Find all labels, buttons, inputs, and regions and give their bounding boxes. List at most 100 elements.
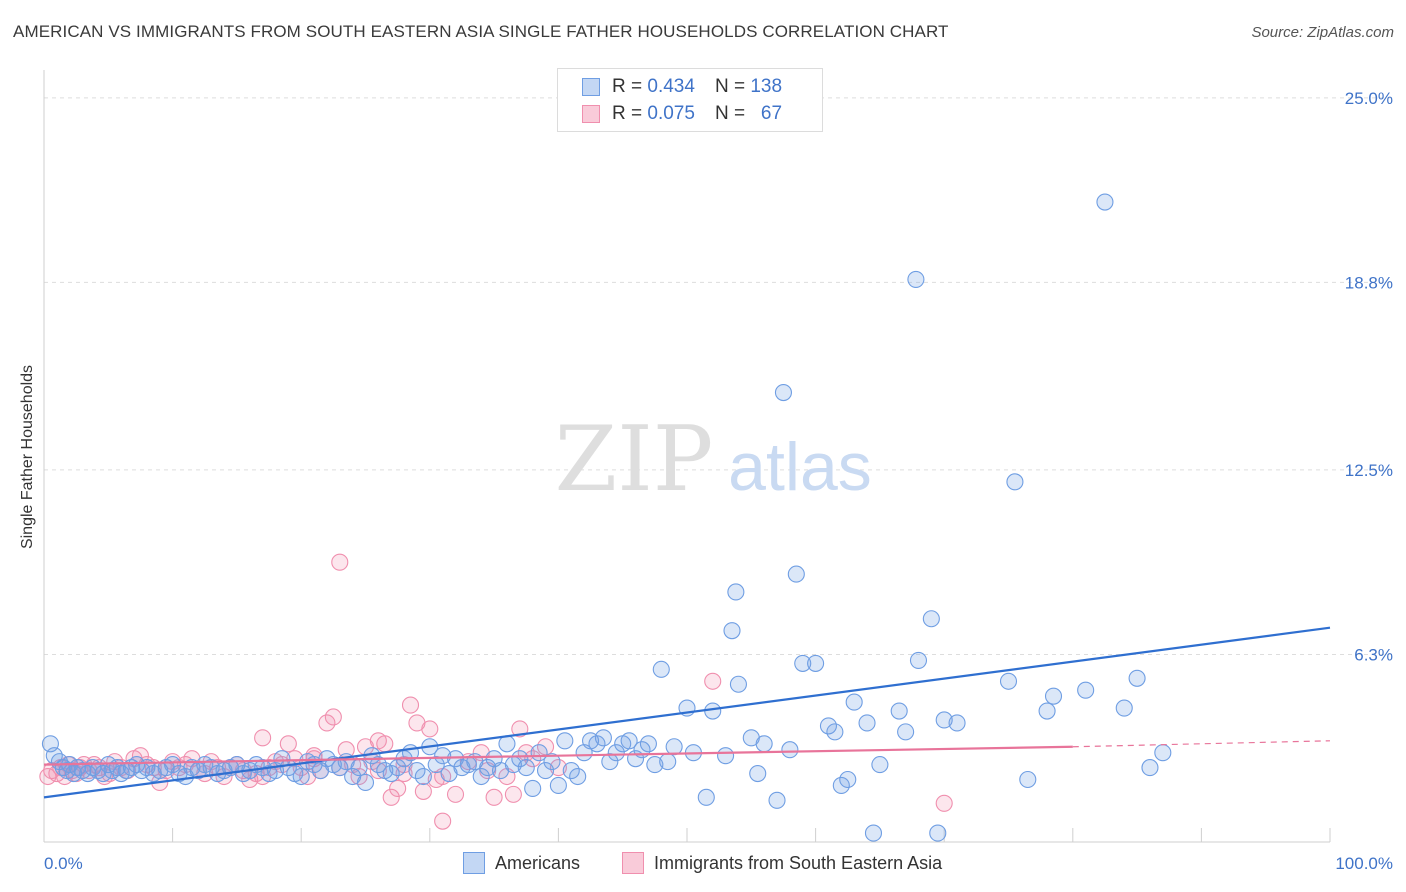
point-immigrants[interactable] — [395, 764, 413, 783]
point-americans[interactable] — [697, 788, 715, 806]
point-americans[interactable] — [922, 610, 940, 628]
point-americans[interactable] — [639, 735, 657, 753]
point-immigrants[interactable] — [279, 735, 297, 753]
point-americans[interactable] — [562, 762, 580, 780]
point-americans[interactable] — [864, 824, 883, 842]
point-immigrants[interactable] — [536, 738, 555, 756]
point-americans[interactable] — [819, 717, 838, 735]
point-americans[interactable] — [929, 824, 947, 842]
point-americans[interactable] — [845, 693, 863, 711]
point-americans[interactable] — [999, 672, 1018, 690]
point-americans[interactable] — [536, 762, 555, 780]
point-americans[interactable] — [858, 714, 876, 732]
point-americans[interactable] — [787, 565, 805, 583]
point-immigrants[interactable] — [511, 720, 529, 738]
point-americans[interactable] — [434, 747, 452, 765]
point-americans[interactable] — [890, 702, 908, 720]
point-americans[interactable] — [826, 723, 844, 741]
point-americans[interactable] — [652, 660, 670, 678]
point-americans[interactable] — [659, 753, 677, 771]
point-americans[interactable] — [356, 773, 375, 792]
legend-item-immigrants[interactable]: Immigrants from South Eastern Asia — [622, 852, 942, 874]
point-americans[interactable] — [569, 767, 587, 786]
point-immigrants[interactable] — [241, 770, 259, 789]
point-americans[interactable] — [382, 764, 400, 783]
point-americans[interactable] — [292, 767, 310, 786]
point-americans[interactable] — [839, 770, 857, 789]
point-immigrants[interactable] — [421, 720, 439, 738]
point-americans[interactable] — [729, 675, 747, 693]
point-americans[interactable] — [1006, 473, 1024, 491]
point-americans[interactable] — [74, 762, 92, 780]
point-americans[interactable] — [89, 762, 107, 780]
point-americans[interactable] — [1038, 702, 1056, 720]
point-americans[interactable] — [1044, 687, 1063, 705]
point-immigrants[interactable] — [350, 767, 368, 786]
point-americans[interactable] — [807, 654, 825, 672]
point-americans[interactable] — [498, 735, 516, 753]
point-americans[interactable] — [479, 759, 497, 777]
point-americans[interactable] — [408, 762, 426, 780]
point-americans[interactable] — [646, 756, 664, 774]
point-americans[interactable] — [717, 747, 735, 765]
point-americans[interactable] — [94, 764, 112, 783]
point-immigrants[interactable] — [254, 729, 272, 747]
point-americans[interactable] — [594, 729, 612, 747]
point-americans[interactable] — [909, 651, 928, 669]
point-americans[interactable] — [164, 756, 182, 774]
point-americans[interactable] — [1128, 669, 1146, 687]
point-americans[interactable] — [427, 756, 445, 774]
point-americans[interactable] — [1115, 699, 1133, 717]
point-immigrants[interactable] — [935, 794, 953, 812]
point-immigrants[interactable] — [504, 785, 522, 803]
point-immigrants[interactable] — [704, 672, 722, 690]
point-americans[interactable] — [543, 753, 561, 771]
point-americans[interactable] — [588, 735, 606, 753]
point-americans[interactable] — [389, 759, 407, 777]
point-americans[interactable] — [781, 741, 799, 759]
point-americans[interactable] — [556, 732, 574, 750]
point-americans[interactable] — [1154, 744, 1172, 762]
point-americans[interactable] — [620, 732, 638, 750]
point-americans[interactable] — [727, 583, 745, 601]
point-immigrants[interactable] — [318, 714, 336, 732]
point-americans[interactable] — [517, 759, 535, 777]
point-americans[interactable] — [774, 383, 793, 402]
point-immigrants[interactable] — [446, 785, 465, 803]
point-americans[interactable] — [749, 764, 767, 783]
point-americans[interactable] — [1077, 681, 1095, 699]
point-americans[interactable] — [524, 779, 542, 797]
point-americans[interactable] — [832, 776, 850, 794]
point-americans[interactable] — [794, 654, 812, 672]
point-americans[interactable] — [414, 767, 432, 786]
point-immigrants[interactable] — [324, 708, 342, 726]
point-americans[interactable] — [907, 270, 925, 288]
legend-item-americans[interactable]: Americans — [463, 852, 580, 874]
point-americans[interactable] — [112, 764, 130, 783]
point-immigrants[interactable] — [331, 553, 349, 571]
point-immigrants[interactable] — [549, 759, 567, 777]
point-americans[interactable] — [723, 622, 741, 640]
point-americans[interactable] — [1019, 770, 1037, 789]
point-americans[interactable] — [704, 702, 722, 720]
point-americans[interactable] — [511, 750, 529, 768]
point-immigrants[interactable] — [369, 762, 387, 780]
point-americans[interactable] — [1096, 193, 1114, 211]
point-americans[interactable] — [601, 753, 619, 771]
point-immigrants[interactable] — [434, 812, 452, 830]
point-immigrants[interactable] — [401, 696, 420, 714]
point-immigrants[interactable] — [414, 782, 432, 800]
point-immigrants[interactable] — [382, 788, 400, 806]
point-americans[interactable] — [665, 738, 683, 756]
point-americans[interactable] — [871, 756, 889, 774]
point-americans[interactable] — [755, 735, 773, 753]
point-americans[interactable] — [768, 791, 786, 809]
point-immigrants[interactable] — [524, 750, 542, 768]
point-americans[interactable] — [1141, 759, 1159, 777]
point-immigrants[interactable] — [485, 788, 503, 806]
point-immigrants[interactable] — [369, 732, 387, 750]
point-americans[interactable] — [350, 759, 368, 777]
point-americans[interactable] — [897, 723, 915, 741]
point-americans[interactable] — [935, 711, 953, 729]
point-americans[interactable] — [549, 776, 567, 794]
